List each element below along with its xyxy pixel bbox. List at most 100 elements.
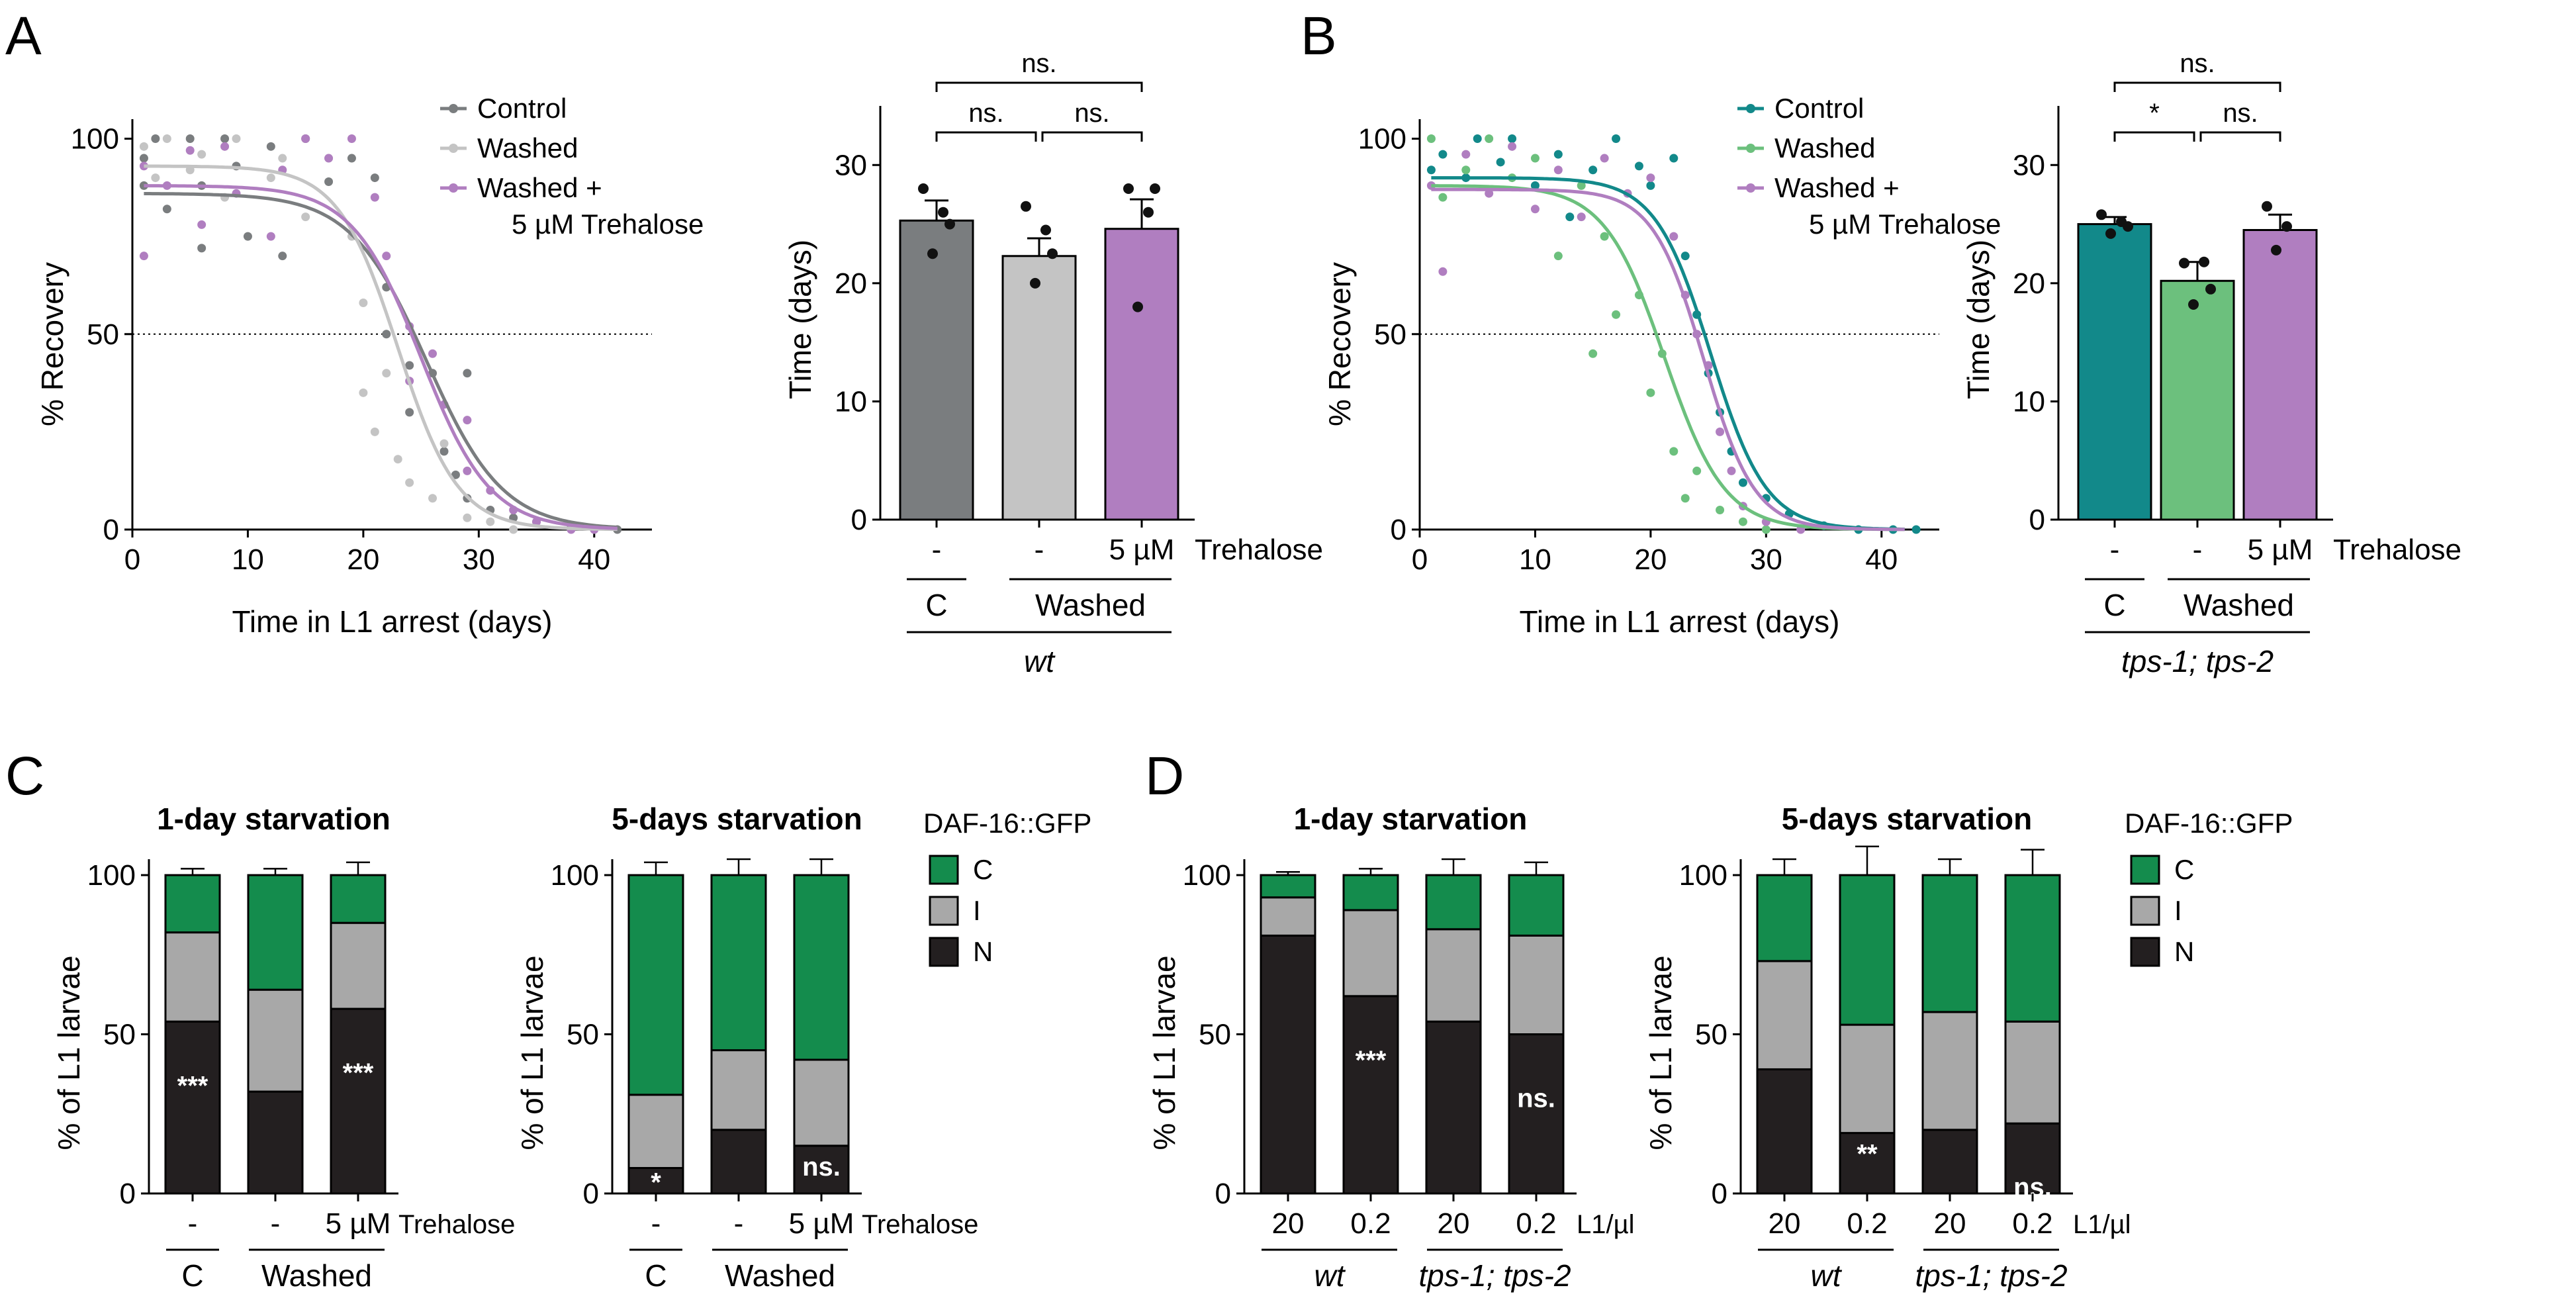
data-point (243, 232, 252, 241)
panel-letter-d: D (1145, 746, 1184, 806)
significance-label: ns. (968, 99, 1003, 128)
stacked-segment-c (1839, 874, 1896, 1026)
legend-swatch (2130, 896, 2160, 926)
data-point (1761, 525, 1771, 534)
y-tick-label: 50 (103, 1019, 136, 1051)
data-point (1716, 505, 1725, 514)
significance-label: ns. (802, 1152, 841, 1182)
data-point (1577, 181, 1586, 190)
significance-label: ** (1857, 1140, 1878, 1169)
x-tick-suffix: Trehalose (2333, 534, 2461, 566)
y-tick-label: 100 (71, 123, 119, 156)
data-point (1553, 252, 1563, 261)
chart-title: 1-day starvation (157, 802, 391, 836)
data-point (486, 517, 495, 526)
data-point (1508, 142, 1517, 151)
panel-a-recovery-curve: 0 10 20 30 40 0 50 100 Time in L1 arrest (days)%… (35, 93, 704, 639)
data-point (509, 525, 518, 534)
stacked-segment-i (1342, 909, 1399, 998)
replicate-point (2205, 283, 2216, 295)
x-tick-label: 0 (1412, 543, 1428, 576)
fit-curve (1431, 176, 1905, 531)
group-label: Washed (2184, 588, 2294, 622)
legend-marker (1746, 144, 1755, 153)
data-point (324, 154, 334, 163)
data-point (1680, 494, 1690, 503)
y-tick-label: 100 (1358, 123, 1406, 156)
y-tick-label: 100 (1183, 859, 1231, 892)
legend-label: Washed (1774, 132, 1876, 163)
y-tick-label: 100 (1679, 859, 1727, 892)
fit-curve (1431, 187, 1905, 532)
data-point (1727, 466, 1736, 475)
y-tick-label: 0 (1712, 1178, 1727, 1210)
data-point (324, 177, 334, 186)
y-tick-label: 0 (1391, 514, 1406, 546)
stacked-segment-c (627, 874, 684, 1096)
significance-label: *** (343, 1058, 374, 1088)
x-tick-label: 20 (1934, 1207, 1966, 1240)
replicate-point (2105, 228, 2116, 239)
y-tick-label: 50 (1199, 1019, 1231, 1051)
data-point (1680, 252, 1690, 261)
x-tick-label: 0.2 (1350, 1207, 1391, 1240)
stacked-segment-c (1756, 874, 1813, 962)
group-label: C (181, 1258, 203, 1293)
replicate-point (918, 183, 929, 194)
legend-title: DAF-16::GFP (2125, 808, 2293, 839)
stacked-segment-n (710, 1129, 767, 1195)
data-point (266, 232, 275, 241)
replicate-point (2179, 257, 2189, 269)
x-tick-label: 5 µM (326, 1207, 391, 1240)
y-axis-title: % Recovery (1322, 262, 1357, 426)
stacked-segment-i (2004, 1020, 2061, 1125)
data-point (266, 142, 275, 151)
stacked-segment-c (1260, 874, 1316, 899)
data-point (1485, 189, 1494, 198)
stacked-segment-c (2004, 874, 2061, 1023)
stacked-segment-i (627, 1094, 684, 1170)
data-point (451, 470, 460, 479)
stacked-segment-c (1508, 874, 1565, 937)
legend-label: N (973, 936, 993, 967)
significance-bracket (2113, 131, 2195, 142)
y-tick-label: 0 (1215, 1178, 1231, 1210)
legend-label: Washed (477, 132, 578, 163)
stacked-segment-c (330, 874, 387, 924)
data-point (1485, 134, 1494, 144)
y-tick-label: 100 (87, 859, 136, 892)
x-tick-label: 0.2 (1516, 1207, 1556, 1240)
strain-label: wt (1024, 644, 1056, 678)
data-point (232, 134, 241, 144)
data-point (1553, 165, 1563, 175)
x-tick-label: 5 µM (789, 1207, 854, 1240)
x-axis-title: Time in L1 arrest (days) (232, 604, 553, 639)
y-tick-label: 10 (2013, 385, 2045, 418)
x-tick-suffix: Trehalose (862, 1210, 978, 1239)
x-tick-label: 20 (1634, 543, 1667, 576)
bar (2077, 223, 2152, 521)
replicate-point (1143, 207, 1154, 218)
panel-b-recovery-curve: 0 10 20 30 40 0 50 100 Time in L1 arrest (days)%… (1322, 93, 2001, 639)
data-point (278, 154, 287, 163)
x-tick-suffix: L1/µl (2073, 1210, 2131, 1239)
stacked-segment-i (1756, 960, 1813, 1070)
data-point (1646, 181, 1655, 190)
data-point (197, 150, 207, 159)
stacked-segment-c (710, 874, 767, 1052)
legend-label: I (2174, 895, 2182, 926)
data-point (1426, 134, 1436, 144)
y-tick-label: 20 (2013, 267, 2045, 300)
significance-bracket (935, 131, 1037, 142)
significance-label: ns. (1021, 49, 1056, 78)
x-tick-label: - (188, 1207, 198, 1240)
data-point (370, 193, 379, 202)
legend-label: Control (1774, 93, 1864, 124)
legend-marker (449, 144, 458, 153)
significance-label: ns. (1517, 1084, 1555, 1113)
data-point (359, 388, 368, 397)
stacked-segment-n (1508, 1033, 1565, 1195)
data-point (1669, 447, 1679, 456)
panel-letter-a: A (5, 6, 42, 66)
x-tick-suffix: Trehalose (1195, 534, 1323, 566)
